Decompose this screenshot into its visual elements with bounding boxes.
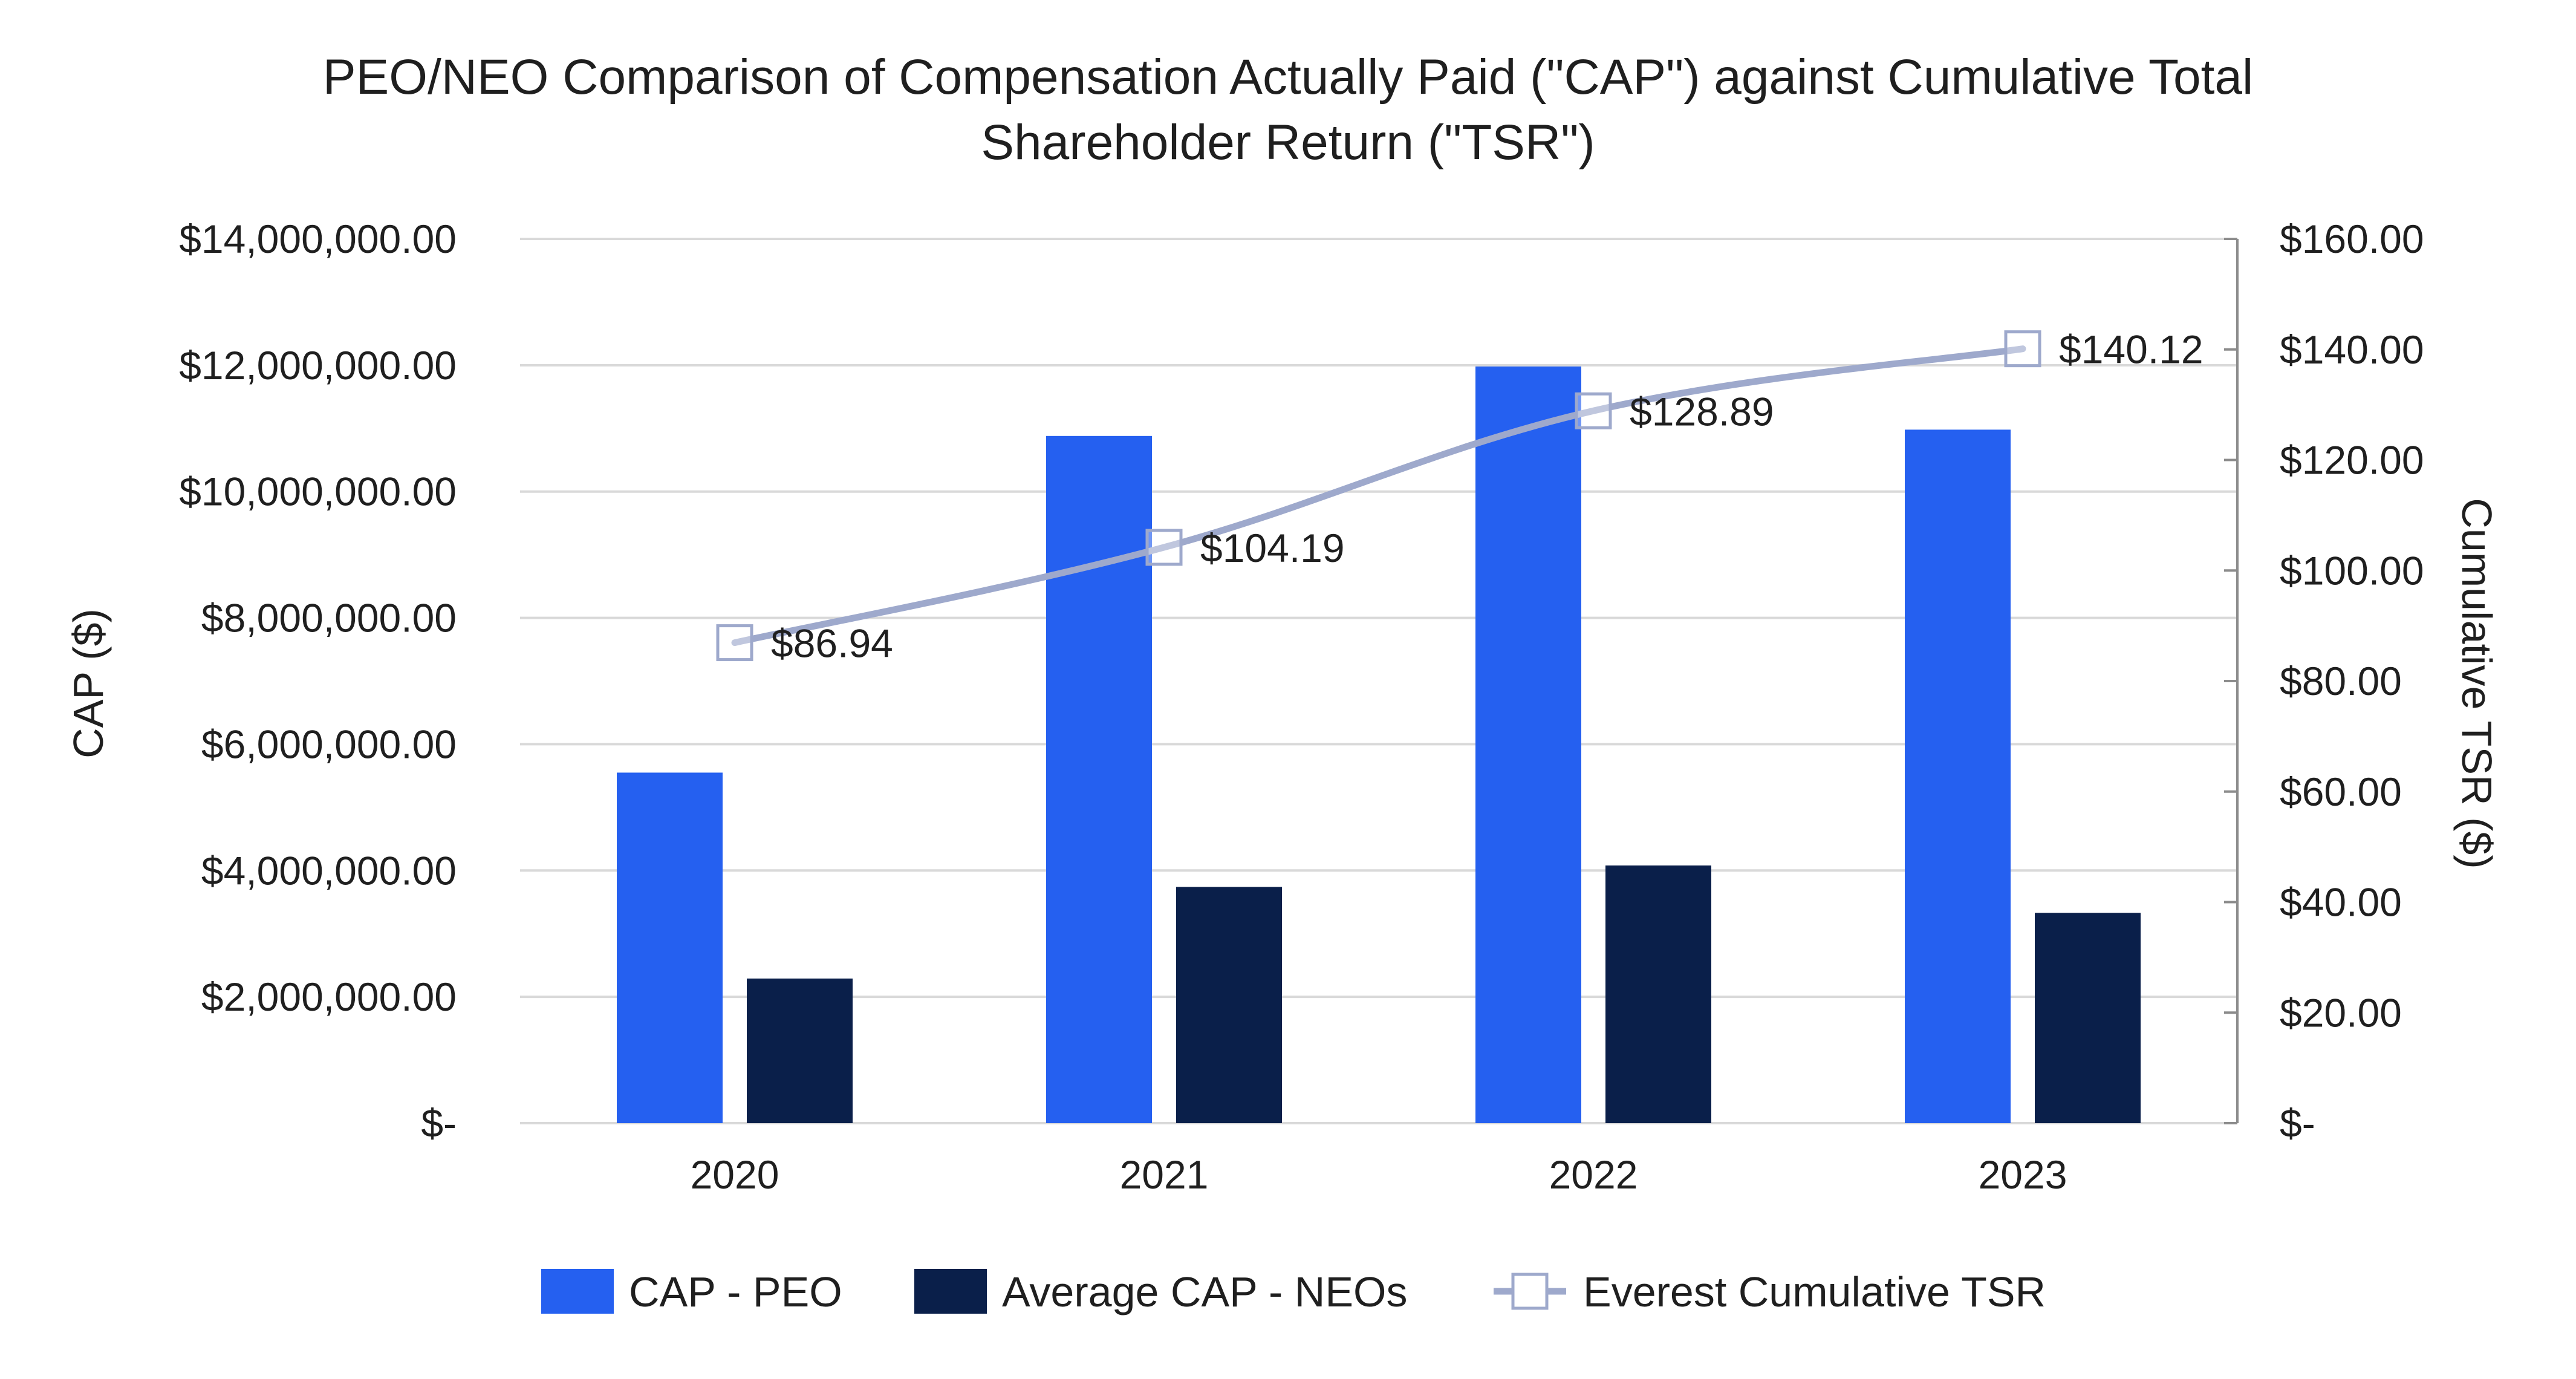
- y-left-tick-label: $6,000,000.00: [201, 722, 457, 766]
- x-tick-label: 2021: [1120, 1152, 1209, 1197]
- y-left-tick-label: $4,000,000.00: [201, 848, 457, 893]
- bar-avg-cap-neos: [747, 978, 853, 1123]
- legend-label: Everest Cumulative TSR: [1583, 1268, 2046, 1315]
- legend-swatch-cap-peo: [541, 1269, 614, 1314]
- bar-avg-cap-neos: [1176, 887, 1282, 1123]
- tsr-data-label: $140.12: [2059, 327, 2204, 372]
- y-right-tick-label: $80.00: [2280, 659, 2402, 703]
- tsr-line: [731, 345, 2026, 647]
- y-left-tick-label: $8,000,000.00: [201, 596, 457, 641]
- y-right-tick-label: $20.00: [2280, 990, 2402, 1035]
- y-left-axis-title: CAP ($): [65, 608, 112, 758]
- x-tick-label: 2023: [1979, 1152, 2067, 1197]
- y-right-tick-label: $140.00: [2280, 327, 2424, 372]
- bar-cap-peo: [1046, 435, 1152, 1123]
- tsr-data-label: $128.89: [1630, 389, 1774, 434]
- y-right-tick-label: $120.00: [2280, 438, 2424, 483]
- chart-title-line: Shareholder Return ("TSR"): [981, 115, 1595, 170]
- bar-avg-cap-neos: [2035, 913, 2141, 1123]
- y-right-axis-title: Cumulative TSR ($): [2453, 498, 2500, 869]
- y-left-tick-label: $2,000,000.00: [201, 974, 457, 1019]
- y-right-tick-label: $160.00: [2280, 217, 2424, 261]
- bar-avg-cap-neos: [1605, 865, 1711, 1123]
- y-right-tick-label: $40.00: [2280, 880, 2402, 925]
- legend-swatch-tsr-marker: [1511, 1273, 1549, 1310]
- bar-cap-peo: [617, 772, 723, 1123]
- y-right-tick-label: $60.00: [2280, 769, 2402, 814]
- legend-swatch-avg-cap-neos: [914, 1269, 987, 1314]
- tsr-marker: [716, 624, 753, 662]
- x-tick-label: 2020: [691, 1152, 779, 1197]
- tsr-marker: [2004, 330, 2041, 368]
- legend-label: Average CAP - NEOs: [1002, 1268, 1407, 1315]
- chart-title-line: PEO/NEO Comparison of Compensation Actua…: [323, 50, 2253, 105]
- bar-cap-peo: [1475, 366, 1581, 1123]
- tsr-marker: [1575, 392, 1612, 429]
- y-left-tick-label: $14,000,000.00: [179, 217, 457, 261]
- y-left-tick-label: $10,000,000.00: [179, 469, 457, 514]
- tsr-line-series: [716, 330, 2041, 662]
- tsr-data-label: $86.94: [771, 621, 893, 666]
- bar-cap-peo: [1905, 429, 2011, 1123]
- chart-title: PEO/NEO Comparison of Compensation Actua…: [323, 50, 2253, 170]
- tsr-data-label: $104.19: [1200, 526, 1345, 570]
- y-right-tick-label: $-: [2280, 1101, 2315, 1146]
- axes: $- $2,000,000.00 $4,000,000.00 $6,000,000.0…: [65, 217, 2500, 1197]
- bar-series: [617, 366, 2141, 1123]
- legend-label: CAP - PEO: [629, 1268, 842, 1315]
- y-left-tick-label: $12,000,000.00: [179, 343, 457, 388]
- x-tick-label: 2022: [1549, 1152, 1638, 1197]
- data-labels: $86.94 $104.19 $128.89 $140.12: [771, 327, 2204, 666]
- y-left-tick-label: $-: [421, 1101, 457, 1146]
- y-right-tick-label: $100.00: [2280, 548, 2424, 593]
- tsr-marker: [1145, 529, 1183, 566]
- legend: CAP - PEO Average CAP - NEOs Everest Cumul…: [541, 1268, 2046, 1315]
